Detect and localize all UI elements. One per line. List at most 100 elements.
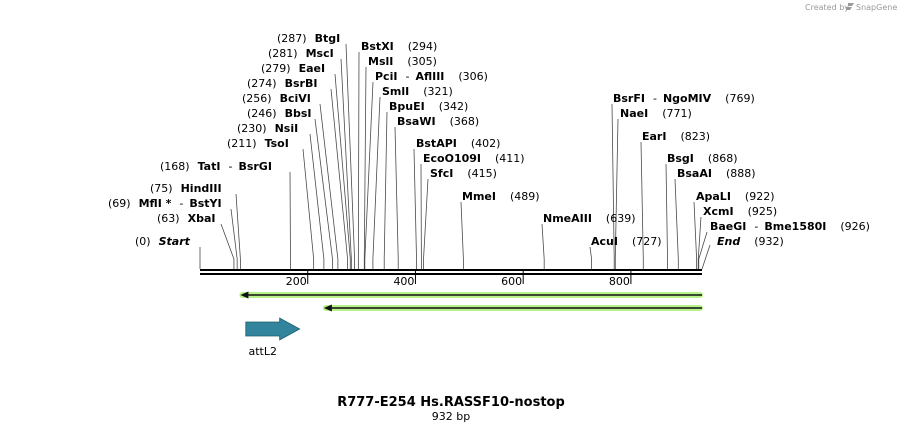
site-hindiii-leader bbox=[235, 193, 241, 269]
site-btgi-name: BtgI bbox=[315, 32, 341, 45]
site-baegi-separator: - bbox=[754, 220, 758, 233]
site-start-position: (0) bbox=[135, 235, 151, 248]
site-nmeaiii-position: (639) bbox=[606, 212, 636, 225]
site-labels: (0) Start(63) XbaI(69) MflI * - BstYI(75) Hind… bbox=[108, 32, 870, 248]
site-msci-label: (281) MscI bbox=[268, 47, 334, 60]
site-hindiii-label: (75) HindIII bbox=[150, 182, 222, 195]
site-bcivi-leader bbox=[319, 103, 339, 269]
site-xbai-leader bbox=[220, 223, 235, 269]
site-tsoi-name: TsoI bbox=[265, 137, 289, 150]
site-end-position: (932) bbox=[754, 235, 784, 248]
site-eari-position: (823) bbox=[680, 130, 710, 143]
site-msli-name: MslI bbox=[368, 55, 393, 68]
site-end-name: End bbox=[717, 235, 740, 248]
site-bcivi-name: BciVI bbox=[280, 92, 311, 105]
site-bsaai-label: BsaAI (888) bbox=[677, 167, 756, 180]
site-hindiii-position: (75) bbox=[150, 182, 173, 195]
tick-label-600: 600 bbox=[501, 275, 522, 288]
site-xbai-name: XbaI bbox=[188, 212, 216, 225]
site-start-name: Start bbox=[159, 235, 191, 248]
site-bsgi-leader bbox=[665, 163, 668, 269]
site-nmeaiii-label: NmeAIII (639) bbox=[543, 212, 636, 225]
primer-arrow-2 bbox=[322, 304, 703, 312]
site-eaei-leader bbox=[334, 73, 351, 269]
site-mmei-position: (489) bbox=[510, 190, 540, 203]
site-eaei-position: (279) bbox=[261, 62, 291, 75]
site-naei-name: NaeI bbox=[620, 107, 648, 120]
credit-badge: Created by SnapGene bbox=[805, 3, 897, 12]
site-acui-leader bbox=[589, 246, 592, 269]
tick-label-800: 800 bbox=[609, 275, 630, 288]
site-bsawi-label: BsaWI (368) bbox=[397, 115, 479, 128]
site-mmei-name: MmeI bbox=[462, 190, 496, 203]
site-bsaai-leader bbox=[674, 178, 679, 269]
site-bcivi-position: (256) bbox=[242, 92, 272, 105]
site-mmei-label: MmeI (489) bbox=[462, 190, 540, 203]
backbone-top-strand bbox=[200, 269, 702, 271]
site-bsrfi-name: BsrFI bbox=[613, 92, 645, 105]
primers bbox=[239, 291, 703, 312]
site-nmeaiii-leader bbox=[541, 223, 545, 269]
site-baegi-name2: Bme1580I bbox=[764, 220, 826, 233]
site-bstapi-name: BstAPI bbox=[416, 137, 457, 150]
site-xbai-label: (63) XbaI bbox=[157, 212, 215, 225]
site-xcmi-label: XcmI (925) bbox=[703, 205, 777, 218]
site-bbsi-name: BbsI bbox=[285, 107, 312, 120]
site-eari-label: EarI (823) bbox=[642, 130, 710, 143]
site-msli-position: (305) bbox=[407, 55, 437, 68]
site-pcii-name: PciI bbox=[375, 70, 397, 83]
feature-arrow bbox=[245, 317, 301, 341]
feature-label: attL2 bbox=[248, 345, 277, 358]
site-bsrbi-leader bbox=[330, 88, 348, 269]
site-sfci-label: SfcI (415) bbox=[430, 167, 497, 180]
site-bstxi-position: (294) bbox=[408, 40, 438, 53]
site-eaei-name: EaeI bbox=[299, 62, 326, 75]
site-leaders bbox=[199, 43, 711, 270]
site-smli-position: (321) bbox=[423, 85, 453, 98]
site-btgi-label: (287) BtgI bbox=[277, 32, 340, 45]
site-tsoi-leader bbox=[302, 148, 315, 269]
site-bstapi-label: BstAPI (402) bbox=[416, 137, 500, 150]
site-eaei-label: (279) EaeI bbox=[261, 62, 325, 75]
site-mfli-separator: - bbox=[179, 197, 183, 210]
tick-label-400: 400 bbox=[393, 275, 414, 288]
tick-label-200: 200 bbox=[286, 275, 307, 288]
site-apali-leader bbox=[693, 201, 698, 269]
site-pcii-position: (306) bbox=[458, 70, 488, 83]
site-smli-label: SmlI (321) bbox=[382, 85, 453, 98]
site-sfci-leader bbox=[423, 178, 429, 269]
feature-attl2: attL2 bbox=[245, 317, 301, 358]
site-baegi-leader bbox=[698, 231, 708, 269]
site-bsrfi-name2: NgoMIV bbox=[663, 92, 712, 105]
site-bsrfi-label: BsrFI - NgoMIV (769) bbox=[613, 92, 755, 105]
site-sfci-name: SfcI bbox=[430, 167, 453, 180]
site-baegi-label: BaeGI - Bme1580I (926) bbox=[710, 220, 870, 233]
site-pcii-separator: - bbox=[405, 70, 409, 83]
axis-ticks: 200 400 600 800 bbox=[286, 271, 632, 288]
site-bstapi-leader bbox=[413, 148, 417, 269]
site-sfci-position: (415) bbox=[467, 167, 497, 180]
site-bpuei-name: BpuEI bbox=[389, 100, 425, 113]
site-bpuei-leader bbox=[383, 111, 388, 269]
site-bbsi-position: (246) bbox=[247, 107, 277, 120]
site-bstxi-name: BstXI bbox=[361, 40, 394, 53]
site-btgi-position: (287) bbox=[277, 32, 307, 45]
sequence-length-label: 932 bp bbox=[432, 410, 470, 423]
site-mfli-name: MflI * bbox=[139, 197, 172, 210]
site-acui-name: AcuI bbox=[591, 235, 618, 248]
site-bsrbi-position: (274) bbox=[247, 77, 277, 90]
site-pcii-label: PciI - AflIII (306) bbox=[375, 70, 488, 83]
site-acui-position: (727) bbox=[632, 235, 662, 248]
site-nsii-leader bbox=[309, 133, 325, 269]
backbone-bottom-strand bbox=[200, 273, 702, 275]
site-nsii-position: (230) bbox=[237, 122, 267, 135]
site-naei-leader bbox=[614, 118, 619, 269]
site-tati-position: (168) bbox=[160, 160, 190, 173]
site-tati-name2: BsrGI bbox=[238, 160, 271, 173]
site-xcmi-position: (925) bbox=[748, 205, 778, 218]
site-bpuei-position: (342) bbox=[439, 100, 469, 113]
site-pcii-leader bbox=[364, 81, 374, 269]
site-bsrbi-name: BsrBI bbox=[285, 77, 318, 90]
site-hindiii-name: HindIII bbox=[181, 182, 222, 195]
